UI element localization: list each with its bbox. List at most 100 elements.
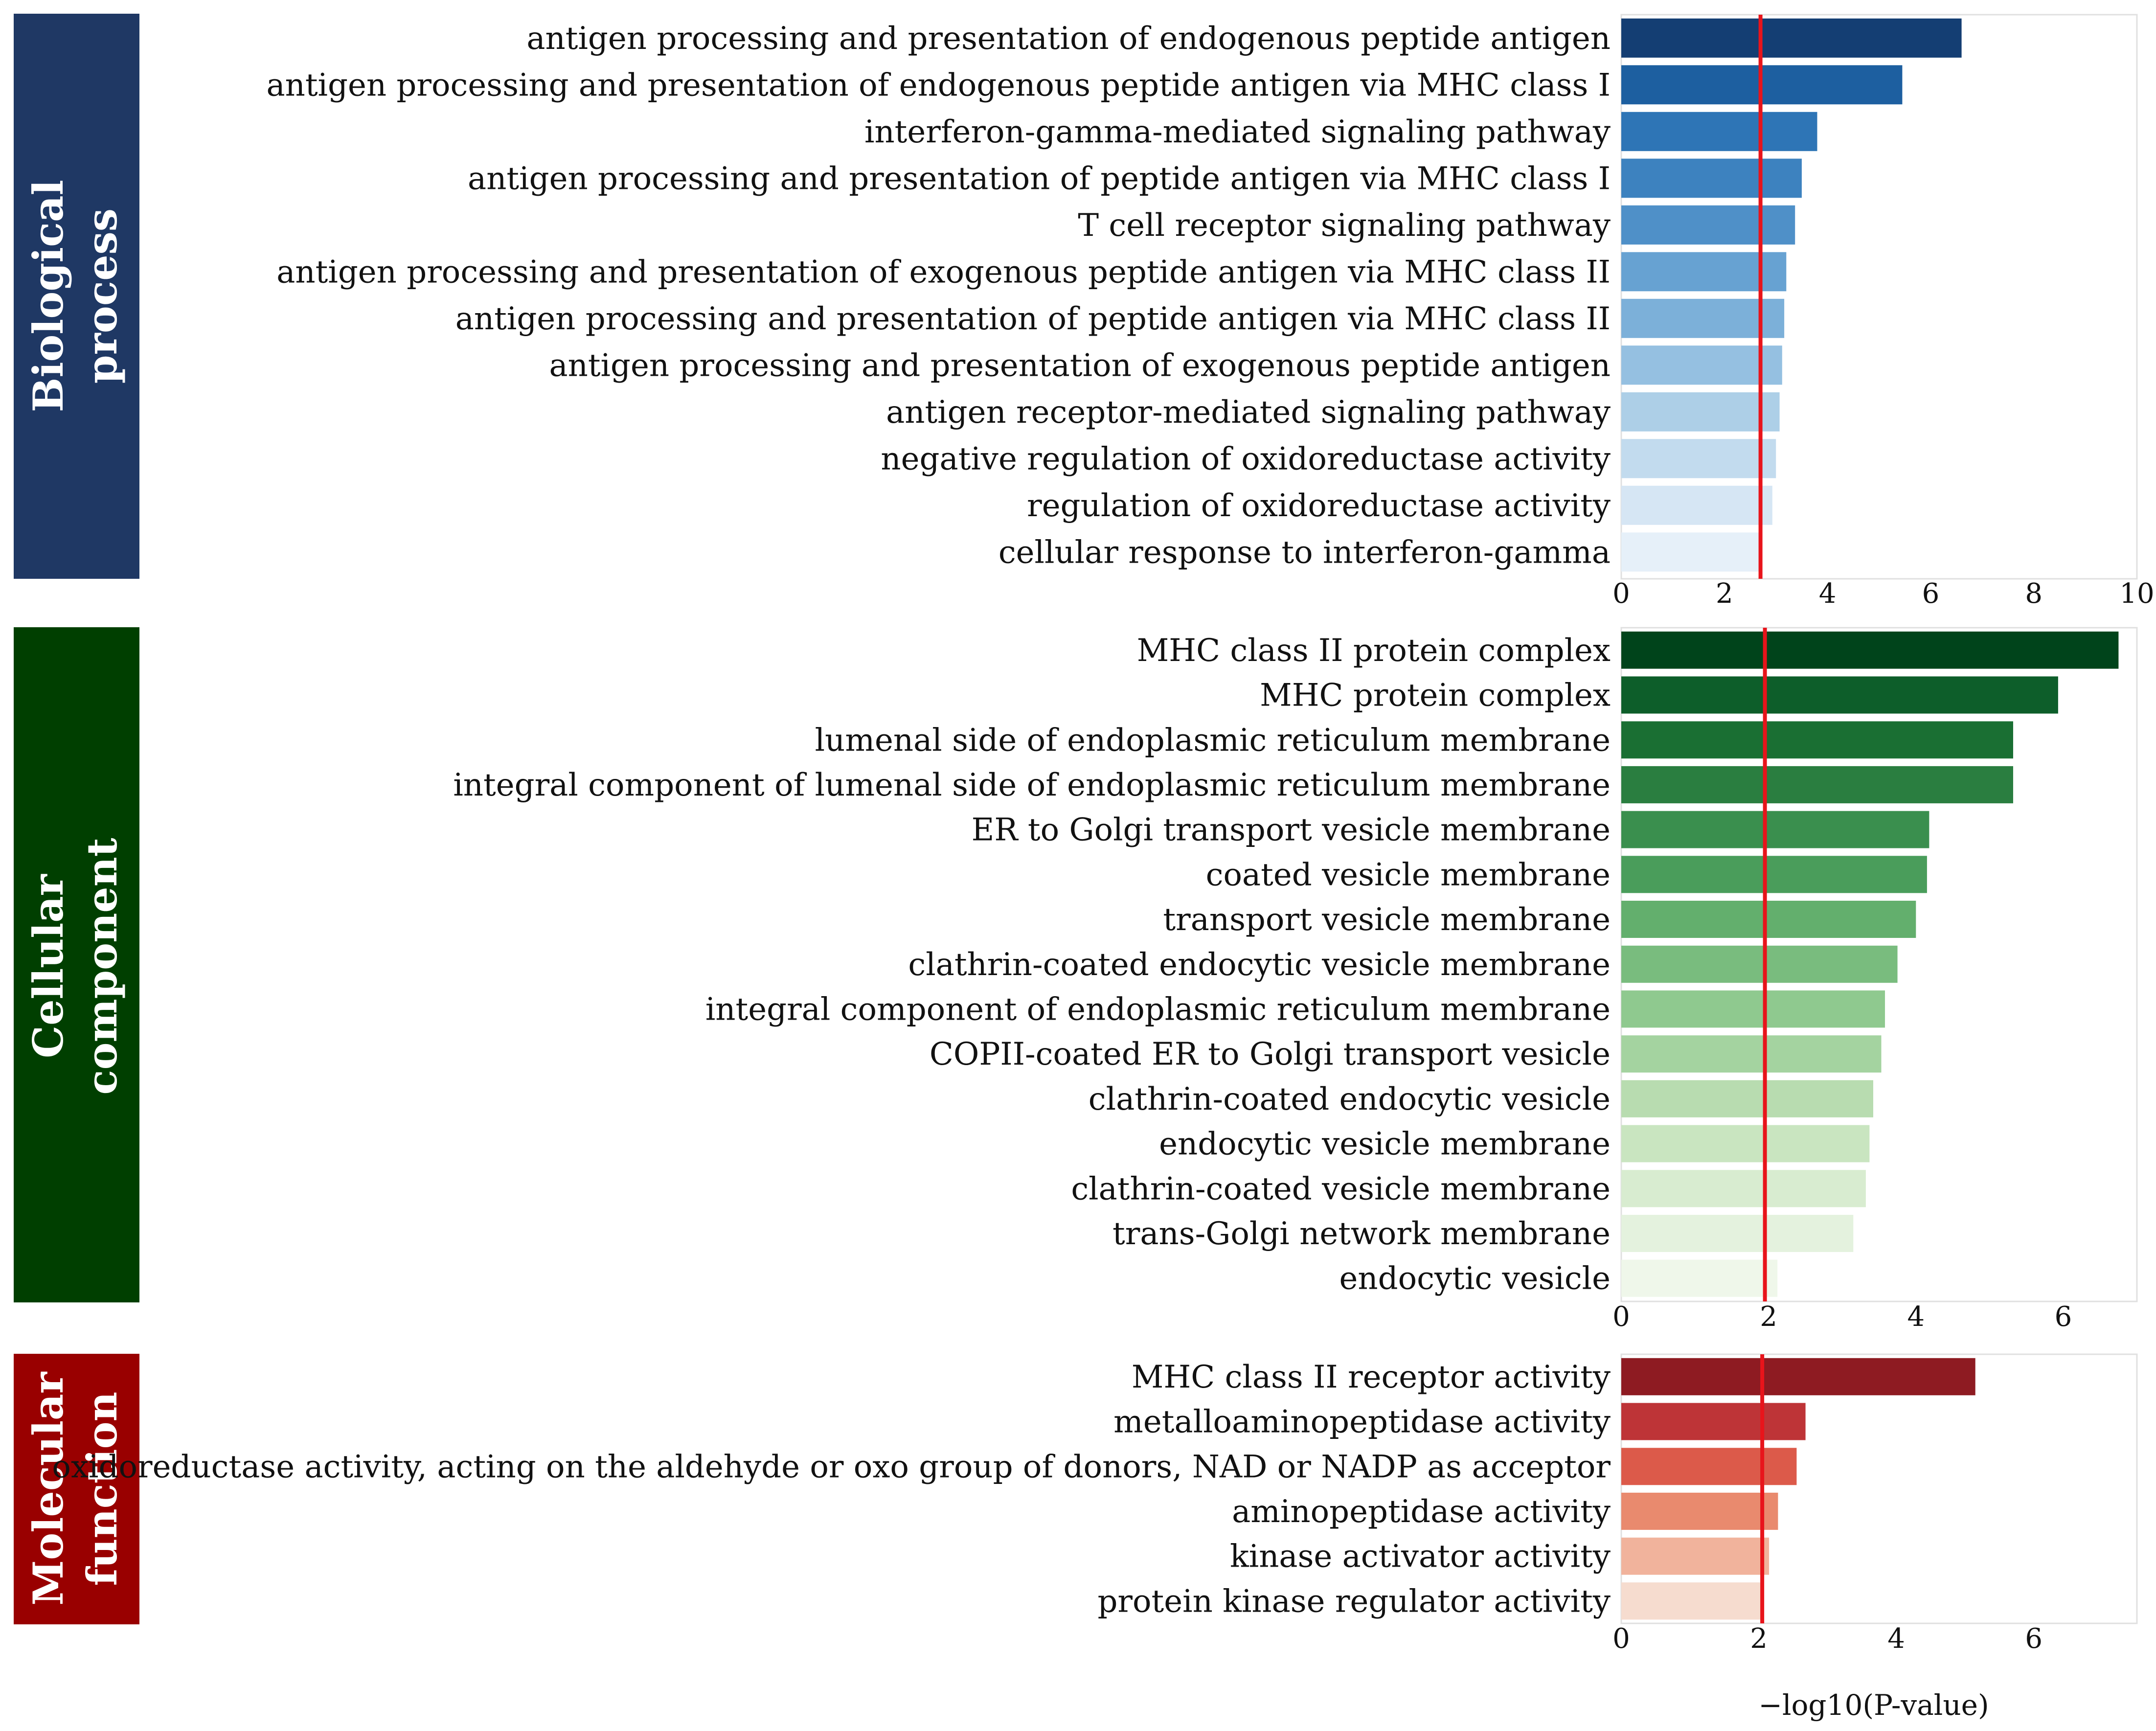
x-tick-label: 10 (2119, 578, 2154, 610)
x-tick-label: 0 (1612, 1301, 1630, 1333)
bar (1621, 1035, 1882, 1073)
plot-frame (1620, 1353, 2138, 1624)
panel-cellular-component: Cellular component MHC class II protein … (14, 627, 2138, 1333)
bar (1621, 901, 1916, 938)
bar (1621, 112, 1817, 151)
bar (1621, 945, 1898, 983)
x-tick-label: 0 (1612, 578, 1630, 610)
bar (1621, 1582, 1763, 1620)
section-label-line2: component (78, 838, 126, 1094)
category-label: COPII-coated ER to Golgi transport vesic… (930, 1036, 1611, 1072)
category-label: ER to Golgi transport vesicle membrane (972, 812, 1611, 848)
category-label: aminopeptidase activity (1232, 1494, 1611, 1530)
category-label-group: MHC class II protein complex MHC protein … (453, 633, 1611, 1297)
category-label: antigen processing and presentation of e… (276, 254, 1611, 290)
bar (1621, 1492, 1778, 1530)
category-label: antigen receptor-mediated signaling path… (886, 394, 1611, 431)
section-label-line1: Cellular (24, 873, 72, 1058)
section-band-cellular-component (14, 627, 139, 1302)
x-tick-label: 8 (2025, 578, 2043, 610)
category-label: endocytic vesicle membrane (1159, 1126, 1611, 1162)
bar (1621, 721, 2013, 759)
section-label-line2: function (78, 1391, 126, 1586)
x-tick-label: 4 (1907, 1301, 1925, 1333)
category-label: MHC protein complex (1260, 678, 1611, 714)
category-label: cellular response to interferon-gamma (999, 534, 1611, 570)
bar (1621, 811, 1929, 848)
category-label: protein kinase regulator activity (1097, 1583, 1611, 1619)
bar (1621, 205, 1795, 245)
bar (1621, 159, 1802, 198)
category-label: negative regulation of oxidoreductase ac… (881, 441, 1611, 477)
category-label: antigen processing and presentation of p… (455, 301, 1611, 337)
x-tick-label: 0 (1612, 1623, 1630, 1655)
x-tick-label: 4 (1819, 578, 1837, 610)
bar-group (1621, 631, 2119, 1297)
category-label: kinase activator activity (1230, 1539, 1611, 1575)
section-label-line1: Molecular (24, 1371, 72, 1606)
category-label: clathrin-coated endocytic vesicle (1089, 1081, 1611, 1117)
x-tick-label: 4 (1887, 1623, 1905, 1655)
category-label: antigen processing and presentation of e… (526, 21, 1611, 57)
panel-molecular-function: Molecular function MHC class II receptor… (14, 1353, 2138, 1655)
category-label: antigen processing and presentation of e… (549, 347, 1611, 384)
category-label: antigen processing and presentation of e… (266, 67, 1611, 103)
bar (1621, 1125, 1870, 1162)
x-tick-label: 2 (1760, 1301, 1777, 1333)
section-label-line2: process (78, 208, 126, 384)
category-label: antigen processing and presentation of p… (468, 160, 1611, 197)
category-label: MHC class II protein complex (1137, 633, 1611, 669)
category-label: transport vesicle membrane (1163, 902, 1611, 938)
x-tick-label: 6 (2025, 1623, 2043, 1655)
category-label-group: antigen processing and presentation of e… (266, 21, 1611, 571)
x-tick-group: 0 2 4 6 8 10 (1612, 578, 2154, 610)
category-label: metalloaminopeptidase activity (1113, 1404, 1611, 1440)
section-band-biological-process (14, 14, 139, 579)
bar (1621, 1170, 1866, 1207)
category-label: integral component of endoplasmic reticu… (705, 991, 1611, 1027)
section-label-line1: Biological (24, 180, 72, 412)
bar (1621, 532, 1760, 572)
bar (1621, 631, 2119, 669)
category-label: coated vesicle membrane (1206, 857, 1611, 893)
x-tick-group: 0 2 4 6 (1612, 1301, 2072, 1333)
category-label: T cell receptor signaling pathway (1078, 207, 1611, 244)
bar (1621, 1080, 1873, 1117)
category-label: trans-Golgi network membrane (1112, 1216, 1611, 1252)
x-tick-label: 2 (1750, 1623, 1768, 1655)
x-tick-group: 0 2 4 6 (1612, 1623, 2043, 1655)
bar (1621, 1537, 1770, 1575)
plot-frame (1620, 14, 2138, 580)
bar (1621, 392, 1780, 432)
category-label: interferon-gamma-mediated signaling path… (864, 114, 1611, 150)
category-label: clathrin-coated vesicle membrane (1071, 1171, 1611, 1207)
bar (1621, 1358, 1975, 1395)
category-label: regulation of oxidoreductase activity (1027, 488, 1611, 524)
bar (1621, 439, 1776, 478)
bar-group (1621, 1358, 1975, 1620)
category-label-group: MHC class II receptor activity metalloami… (52, 1359, 1611, 1620)
x-tick-label: 6 (2055, 1301, 2072, 1333)
bar (1621, 1215, 1854, 1252)
category-label: lumenal side of endoplasmic reticulum me… (815, 722, 1611, 758)
bar (1621, 345, 1782, 385)
bar (1621, 1403, 1806, 1440)
bar (1621, 676, 2058, 714)
bar-group (1621, 18, 1962, 572)
bar (1621, 766, 2013, 803)
section-band-molecular-function (14, 1354, 139, 1624)
x-tick-label: 2 (1716, 578, 1733, 610)
panel-biological-process: Biological process antigen processing an… (14, 14, 2155, 610)
bar (1621, 990, 1885, 1028)
bar (1621, 856, 1927, 893)
bar (1621, 485, 1772, 525)
bar (1621, 18, 1962, 58)
category-label: endocytic vesicle (1339, 1261, 1611, 1297)
bar (1621, 1259, 1778, 1297)
category-label: integral component of lumenal side of en… (453, 767, 1611, 803)
x-axis-label: −log10(P-value) (1758, 1688, 1989, 1722)
bar (1621, 298, 1785, 338)
category-label: clathrin-coated endocytic vesicle membra… (908, 947, 1611, 983)
category-label: oxidoreductase activity, acting on the a… (52, 1449, 1611, 1485)
